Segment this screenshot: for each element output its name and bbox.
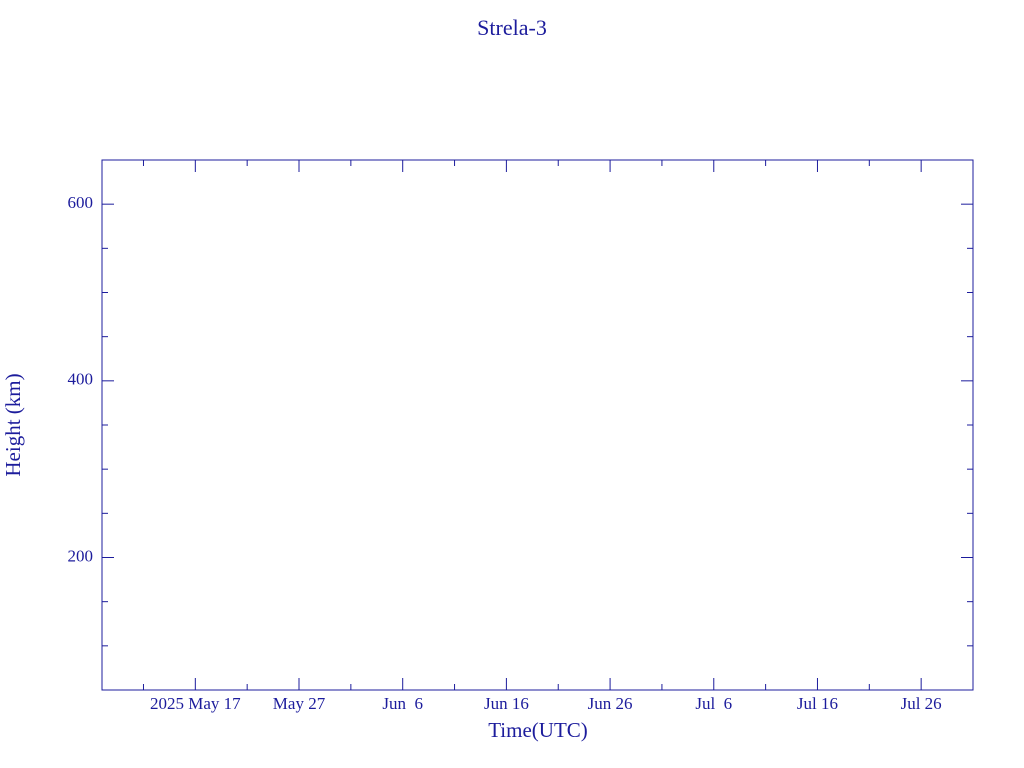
plot-frame (101, 159, 974, 691)
x-tick-label: Jul 26 (901, 694, 942, 713)
y-axis-label: Height (km) (1, 373, 25, 476)
x-tick-label: Jul 6 (695, 694, 732, 713)
y-tick-label: 600 (68, 193, 94, 212)
x-tick-label: 2025 May 17 (150, 694, 241, 713)
x-tick-label: May 27 (273, 694, 326, 713)
x-tick-label: Jun 16 (484, 694, 529, 713)
x-tick-label: Jun 26 (588, 694, 633, 713)
y-tick-label: 400 (68, 370, 94, 389)
y-tick-label: 200 (68, 546, 94, 565)
x-axis-label: Time(UTC) (488, 718, 588, 742)
chart-title: Strela-3 (477, 15, 547, 40)
x-tick-label: Jun 6 (382, 694, 423, 713)
x-tick-label: Jul 16 (797, 694, 838, 713)
